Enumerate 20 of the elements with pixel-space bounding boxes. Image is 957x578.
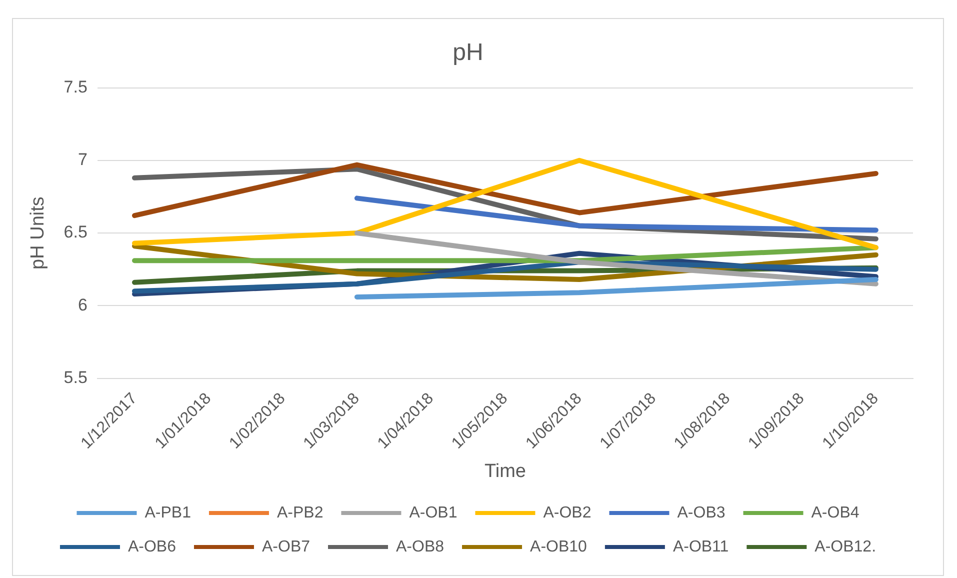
legend-label: A-OB10 bbox=[530, 538, 588, 556]
legend-label: A-OB2 bbox=[543, 504, 592, 522]
y-tick-label: 5.5 bbox=[64, 368, 88, 387]
y-tick-label: 7.5 bbox=[64, 77, 88, 96]
legend-label: A-OB12. bbox=[814, 538, 876, 556]
legend-label: A-OB6 bbox=[128, 538, 176, 556]
chart-title: pH bbox=[452, 39, 484, 66]
y-tick-label: 6.5 bbox=[64, 222, 88, 242]
legend-label: A-OB11 bbox=[672, 538, 729, 556]
legend-label: A-PB1 bbox=[144, 504, 192, 522]
legend-label: A-PB2 bbox=[276, 504, 324, 522]
y-axis-title: pH Units bbox=[28, 196, 49, 270]
y-tick-label: 7 bbox=[78, 150, 88, 170]
legend-label: A-OB1 bbox=[409, 504, 458, 522]
legend-label: A-OB3 bbox=[677, 504, 726, 522]
legend-label: A-OB4 bbox=[811, 504, 860, 522]
x-axis-title: Time bbox=[484, 460, 526, 482]
legend-label: A-OB8 bbox=[396, 538, 444, 556]
legend-label: A-OB7 bbox=[262, 538, 310, 556]
y-tick-label: 6 bbox=[78, 295, 88, 314]
